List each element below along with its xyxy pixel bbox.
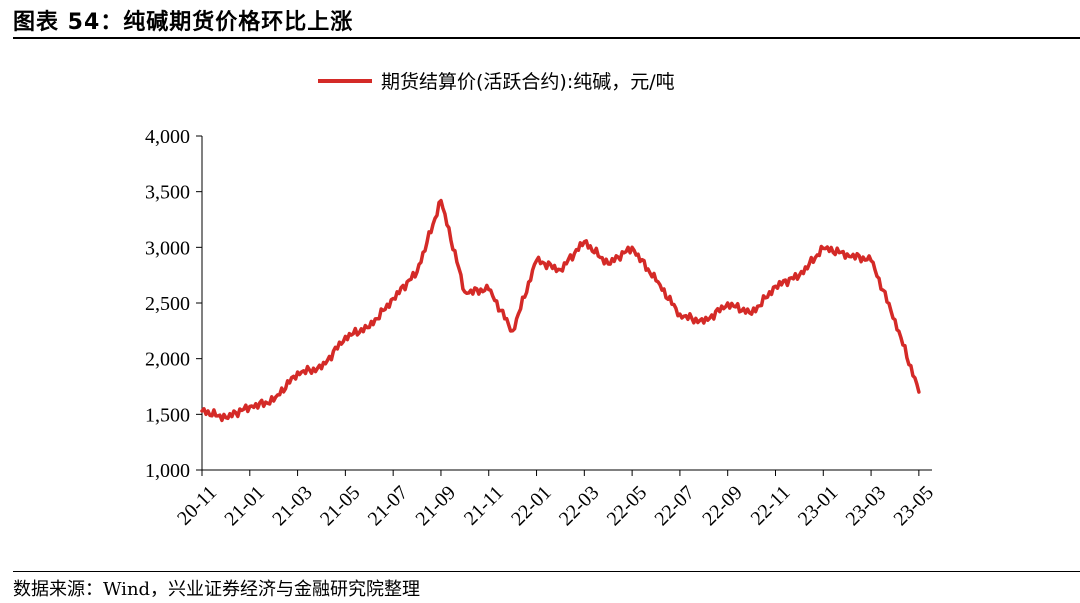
- x-tick-label: 23-01: [794, 482, 843, 531]
- y-tick-label: 3,000: [145, 237, 190, 259]
- x-tick-label: 21-09: [412, 482, 461, 531]
- y-tick-label: 2,000: [145, 349, 190, 371]
- source-note: 数据来源：Wind，兴业证券经济与金融研究院整理: [13, 579, 421, 600]
- chart-legend: 期货结算价(活跃合约):纯碱，元/吨: [318, 71, 675, 93]
- x-tick-label: 23-03: [842, 482, 891, 531]
- x-tick-label: 22-09: [698, 482, 747, 531]
- x-tick-label: 22-11: [747, 482, 795, 530]
- x-tick-label: 22-07: [650, 482, 699, 531]
- y-tick-label: 3,500: [145, 182, 190, 204]
- x-tick-label: 21-11: [460, 482, 508, 530]
- x-tick-label: 22-01: [507, 482, 556, 531]
- y-axis-ticks: 1,000 1,500 2,000 2,500 3,000 3,500 4,000: [145, 126, 202, 482]
- x-axis-ticks: 20-11 21-01 21-03 21-05 21-07 21-09 21-11 22-01…: [173, 470, 938, 530]
- x-tick-label: 20-11: [173, 482, 221, 530]
- x-tick-label: 22-03: [555, 482, 604, 531]
- x-tick-label: 21-01: [220, 482, 269, 531]
- x-tick-label: 23-05: [889, 482, 938, 531]
- legend-label: 期货结算价(活跃合约):纯碱，元/吨: [381, 71, 675, 93]
- x-tick-label: 21-05: [316, 482, 365, 531]
- figure-title: 图表 54：纯碱期货价格环比上涨: [13, 10, 354, 35]
- y-tick-label: 2,500: [145, 293, 190, 315]
- y-tick-label: 1,000: [145, 460, 190, 482]
- y-tick-label: 4,000: [145, 126, 190, 148]
- line-chart: 期货结算价(活跃合约):纯碱，元/吨 1,000 1,500 2,000 2,500 3…: [145, 71, 938, 530]
- x-tick-label: 22-05: [603, 482, 652, 531]
- x-tick-label: 21-07: [364, 482, 413, 531]
- x-tick-label: 21-03: [268, 482, 317, 531]
- y-tick-label: 1,500: [145, 404, 190, 426]
- footer-rule: [13, 571, 1080, 572]
- series-line-soda-ash-price: [200, 198, 921, 423]
- title-rule: [13, 37, 1080, 39]
